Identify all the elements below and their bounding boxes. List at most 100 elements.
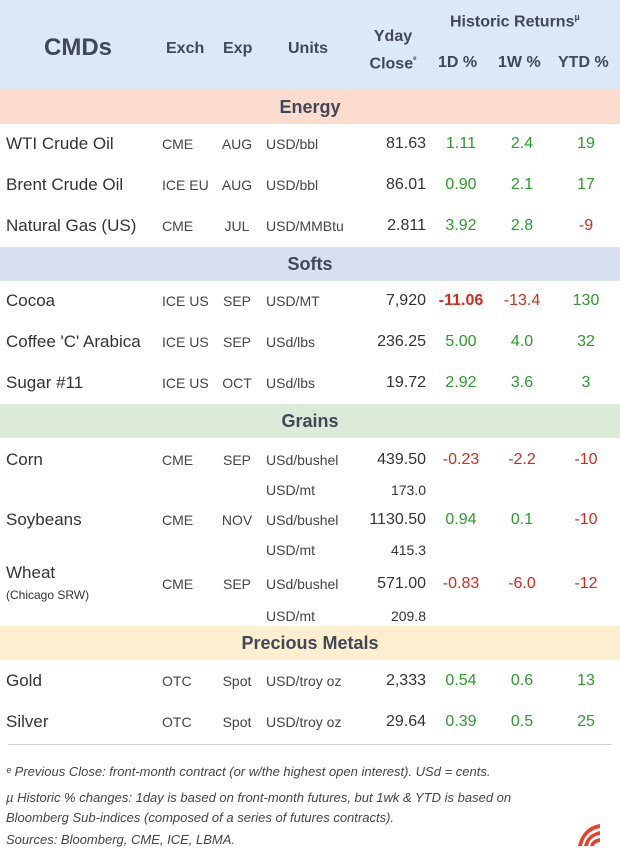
return-ytd: -10 <box>574 511 598 528</box>
return-1d: 0.39 <box>445 713 477 730</box>
table-header: CMDs Exch Exp Units Yday Closeᵉ Historic… <box>0 0 620 90</box>
section-softs: Softs <box>0 247 620 281</box>
units: USd/lbs <box>266 375 316 391</box>
exchange: CME <box>162 452 194 468</box>
col-header-units: Units <box>288 40 328 57</box>
expiry: SEP <box>222 576 251 592</box>
table-title: CMDs <box>44 34 113 61</box>
yday-close: 571.00 <box>377 575 426 592</box>
exchange: CME <box>162 218 194 234</box>
brand-stripes-logo-icon <box>578 824 600 846</box>
col-header-yday-line1: Yday <box>373 28 413 45</box>
footnote-historic-changes: µ Historic % changes: 1day is based on f… <box>6 790 512 805</box>
col-header-1d: 1D % <box>438 54 478 71</box>
expiry: AUG <box>221 136 253 152</box>
yday-close: 236.25 <box>377 333 426 350</box>
return-1w: 4.0 <box>510 333 534 350</box>
return-1w: 0.6 <box>510 672 534 689</box>
section-grains: Grains <box>0 404 620 438</box>
yday-close: 2.811 <box>387 217 426 234</box>
table-row-wheat: Wheat (Chicago SRW) CME SEP USd/bushel 5… <box>0 560 620 626</box>
units: USD/bbl <box>266 177 319 193</box>
col-header-exp: Exp <box>223 40 253 57</box>
footnote-sources: Sources: Bloomberg, CME, ICE, LBMA. <box>6 832 236 847</box>
col-header-exch: Exch <box>166 40 205 57</box>
return-ytd: -10 <box>574 451 598 468</box>
exchange: ICE US <box>162 375 209 391</box>
units: USd/bushel <box>266 576 339 592</box>
return-1d: 2.92 <box>445 374 477 391</box>
return-1d: -11.06 <box>438 292 484 309</box>
units: USD/bbl <box>266 136 319 152</box>
return-1d: 0.94 <box>445 511 477 528</box>
historic-returns-mark: µ <box>574 12 580 22</box>
expiry: NOV <box>221 512 253 528</box>
exchange: OTC <box>162 673 192 689</box>
return-ytd: 13 <box>577 672 595 689</box>
return-1w: -13.4 <box>503 292 541 309</box>
close-metric: 209.8 <box>390 608 426 624</box>
units-metric: USD/mt <box>266 608 315 624</box>
units: USd/bushel <box>266 512 339 528</box>
return-1d: 3.92 <box>445 217 477 234</box>
footnote-previous-close: ᵉ Previous Close: front-month contract (… <box>6 764 491 779</box>
col-group-historic-returns: Historic Returnsµ <box>450 12 580 31</box>
expiry: OCT <box>222 375 252 391</box>
return-ytd: -9 <box>578 217 594 234</box>
return-1w: 2.8 <box>510 217 534 234</box>
expiry: SEP <box>222 452 251 468</box>
section-precious-metals: Precious Metals <box>0 626 620 660</box>
return-1d: 0.54 <box>445 672 477 689</box>
exchange: ICE EU <box>162 177 209 193</box>
yday-close: 439.50 <box>377 451 426 468</box>
col-header-1w: 1W % <box>498 54 541 71</box>
exchange: ICE US <box>162 334 209 350</box>
table-row-silver: Silver OTC Spot USD/troy oz 29.64 0.39 0… <box>0 701 620 741</box>
units: USD/troy oz <box>266 714 342 730</box>
commodity-name: Soybeans <box>6 510 82 529</box>
return-1w: -6.0 <box>508 575 536 592</box>
return-1w: 0.5 <box>510 713 534 730</box>
exchange: CME <box>162 136 194 152</box>
return-1w: 2.1 <box>510 176 534 193</box>
return-ytd: 32 <box>577 333 595 350</box>
historic-returns-label: Historic Returns <box>450 13 575 31</box>
return-1w: -2.2 <box>508 451 536 468</box>
expiry: Spot <box>222 714 252 730</box>
return-ytd: 130 <box>572 292 600 309</box>
table-row-soybeans: Soybeans CME NOV USd/bushel 1130.50 0.94… <box>0 499 620 561</box>
yday-close: 7,920 <box>385 292 426 309</box>
expiry: Spot <box>222 673 252 689</box>
table-row-wti: WTI Crude Oil CME AUG USD/bbl 81.63 1.11… <box>0 124 620 164</box>
table-row-corn: Corn CME SEP USd/bushel 439.50 -0.23 -2.… <box>0 438 620 500</box>
commodity-name: Coffee 'C' Arabica <box>6 332 141 351</box>
table-row-sugar: Sugar #11 ICE US OCT USd/lbs 19.72 2.92 … <box>0 363 620 403</box>
return-1d: 5.00 <box>445 333 477 350</box>
units: USd/lbs <box>266 334 316 350</box>
table-row-brent: Brent Crude Oil ICE EU AUG USD/bbl 86.01… <box>0 165 620 205</box>
close-metric: 415.3 <box>390 542 426 558</box>
return-1d: -0.23 <box>442 451 480 468</box>
exchange: CME <box>162 512 194 528</box>
commodity-name: Cocoa <box>6 291 56 310</box>
yday-close: 86.01 <box>385 176 426 193</box>
exchange: OTC <box>162 714 192 730</box>
units: USD/MMBtu <box>266 218 344 234</box>
table-row-gold: Gold OTC Spot USD/troy oz 2,333 0.54 0.6… <box>0 660 620 700</box>
return-ytd: 19 <box>577 135 595 152</box>
yday-close: 29.64 <box>385 713 426 730</box>
col-header-yday-mark: ᵉ <box>413 54 417 64</box>
commodity-name: Gold <box>6 671 42 690</box>
expiry: SEP <box>222 334 251 350</box>
expiry: SEP <box>222 293 251 309</box>
commodity-name: Wheat <box>6 563 56 582</box>
units: USD/troy oz <box>266 673 342 689</box>
footnote-historic-changes-cont: Bloomberg Sub-indices (composed of a ser… <box>6 810 395 825</box>
table-row-cocoa: Cocoa ICE US SEP USD/MT 7,920 -11.06 -13… <box>0 281 620 321</box>
return-ytd: 17 <box>577 176 595 193</box>
units-metric: USD/mt <box>266 482 315 498</box>
commodity-name: Brent Crude Oil <box>6 175 124 194</box>
section-energy: Energy <box>0 90 620 124</box>
units: USd/bushel <box>266 452 339 468</box>
close-metric: 173.0 <box>390 482 426 498</box>
